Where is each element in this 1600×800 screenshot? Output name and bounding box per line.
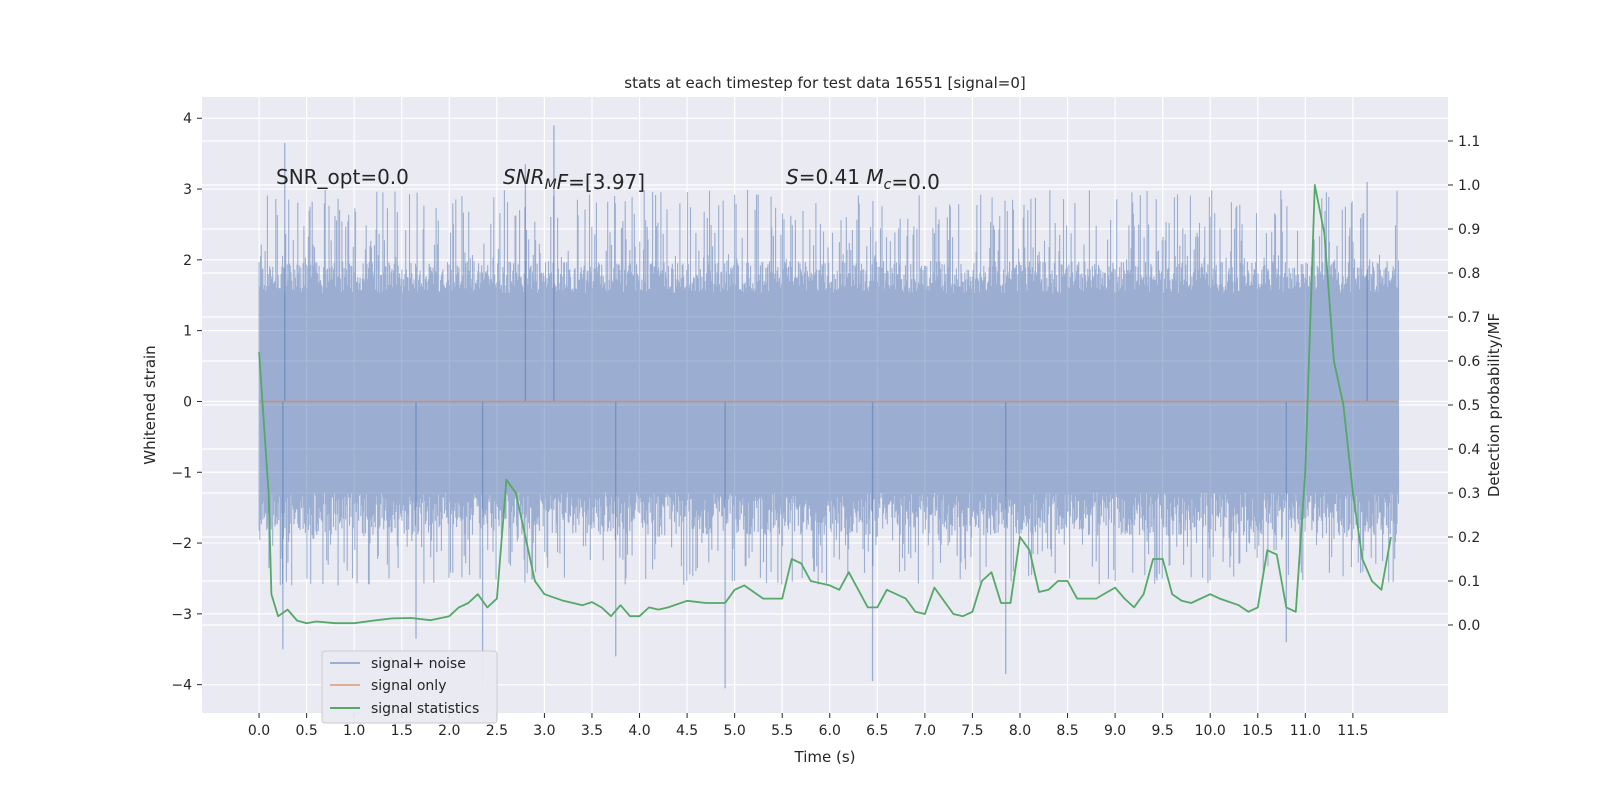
x-axis-label: Time (s) xyxy=(794,748,856,766)
x-tick-label-7: 3.5 xyxy=(581,723,603,739)
y-tick-label-0: −4 xyxy=(171,678,192,694)
y2-tick-label-3: 0.3 xyxy=(1458,486,1480,502)
legend-label-signal-only: signal only xyxy=(371,678,446,694)
x-tick-label-13: 6.5 xyxy=(866,723,888,739)
x-tick-label-19: 9.5 xyxy=(1152,723,1174,739)
x-tick-label-14: 7.0 xyxy=(914,723,936,739)
y-tick-label-1: −3 xyxy=(171,607,192,623)
x-tick-label-17: 8.5 xyxy=(1056,723,1078,739)
x-tick-label-16: 8.0 xyxy=(1009,723,1031,739)
x-tick-label-21: 10.5 xyxy=(1242,723,1273,739)
plot-series xyxy=(258,125,1400,689)
y2-tick-label-10: 1.0 xyxy=(1458,178,1480,194)
y2-tick-label-5: 0.5 xyxy=(1458,398,1480,414)
annotation-0: SNR_opt=0.0 xyxy=(276,165,409,189)
y2-tick-label-0: 0.0 xyxy=(1458,618,1480,634)
legend-label-signal-statistics: signal statistics xyxy=(371,701,479,717)
legend-label-signal-noise: signal+ noise xyxy=(371,656,466,672)
x-tick-label-8: 4.0 xyxy=(628,723,650,739)
y2-tick-label-9: 0.9 xyxy=(1458,222,1480,238)
y-tick-label-6: 2 xyxy=(183,253,192,269)
x-tick-label-20: 10.0 xyxy=(1195,723,1226,739)
chart-title: stats at each timestep for test data 165… xyxy=(624,74,1025,92)
x-tick-label-2: 1.0 xyxy=(343,723,365,739)
x-tick-label-1: 0.5 xyxy=(295,723,317,739)
y2-tick-label-7: 0.7 xyxy=(1458,310,1480,326)
x-tick-label-10: 5.0 xyxy=(724,723,746,739)
y-tick-label-5: 1 xyxy=(183,324,192,340)
y2-tick-label-4: 0.4 xyxy=(1458,442,1480,458)
x-tick-label-15: 7.5 xyxy=(961,723,983,739)
annotation-2: S=0.41 Mc=0.0 xyxy=(786,165,940,194)
y2-axis-ticks: 0.0 0.1 0.2 0.3 0.4 0.5 0.6 0.7 0.8 0.9 1.0 1.1 xyxy=(1448,134,1480,634)
x-tick-label-18: 9.0 xyxy=(1104,723,1126,739)
annotation-1: SNRMF=[3.97] xyxy=(503,165,645,194)
y-tick-label-7: 3 xyxy=(183,182,192,198)
series-signal-statistics xyxy=(258,184,1392,625)
x-tick-label-22: 11.0 xyxy=(1290,723,1321,739)
legend: signal+ noise signal only signal statist… xyxy=(321,650,498,724)
y2-axis-label: Detection probability/MF xyxy=(1485,313,1503,497)
x-tick-label-0: 0.0 xyxy=(248,723,270,739)
y-tick-label-3: −1 xyxy=(171,465,192,481)
x-axis-ticks: 0.0 0.5 1.0 1.5 2.0 2.5 3.0 3.5 4.0 4.5 5.0 5.5 6.0 6… xyxy=(248,713,1368,739)
x-tick-label-5: 2.5 xyxy=(486,723,508,739)
x-tick-label-11: 5.5 xyxy=(771,723,793,739)
x-tick-label-12: 6.0 xyxy=(819,723,841,739)
x-tick-label-6: 3.0 xyxy=(533,723,555,739)
y-tick-label-4: 0 xyxy=(183,394,192,410)
y-tick-label-2: −2 xyxy=(171,536,192,552)
y2-tick-label-6: 0.6 xyxy=(1458,354,1480,370)
y2-tick-label-1: 0.1 xyxy=(1458,574,1480,590)
annotations: SNR_opt=0.0 SNRMF=[3.97] S=0.41 Mc=0.0 xyxy=(276,165,940,194)
y-axis-label: Whitened strain xyxy=(141,345,159,464)
y2-tick-label-8: 0.8 xyxy=(1458,266,1480,282)
x-tick-label-23: 11.5 xyxy=(1337,723,1368,739)
y2-tick-label-2: 0.2 xyxy=(1458,530,1480,546)
y2-tick-label-11: 1.1 xyxy=(1458,134,1480,150)
signal-statistics-line xyxy=(258,184,1392,625)
y-tick-label-8: 4 xyxy=(183,111,192,127)
legend-box xyxy=(321,650,498,724)
x-tick-label-3: 1.5 xyxy=(391,723,413,739)
y-axis-ticks: −4 −3 −2 −1 0 1 2 3 4 xyxy=(171,111,202,694)
x-tick-label-4: 2.0 xyxy=(438,723,460,739)
x-tick-label-9: 4.5 xyxy=(676,723,698,739)
